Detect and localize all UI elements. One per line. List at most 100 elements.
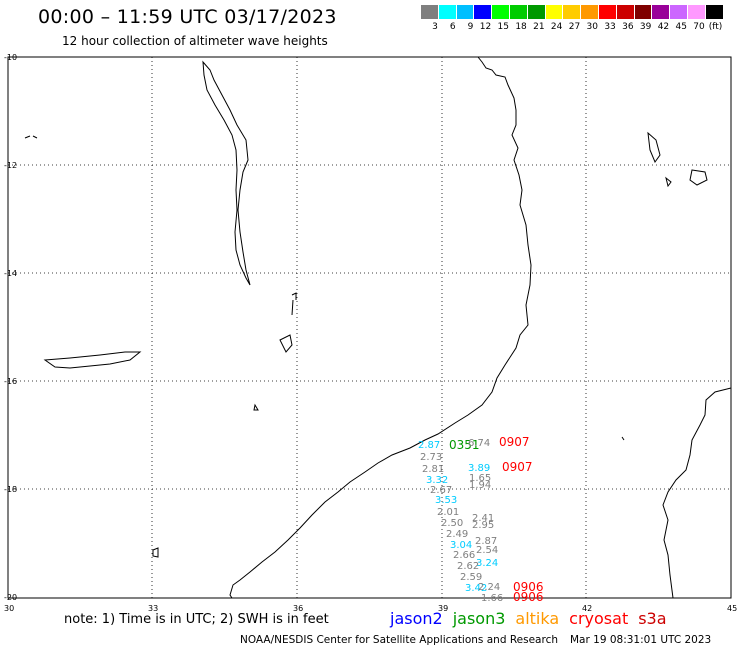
- inland-lake: [24, 135, 38, 139]
- satellite-name: jason2: [390, 609, 443, 628]
- wave-height-label: 2.67: [430, 485, 452, 496]
- latitude-labels: -10 -12 -14 -16 -18 -20: [4, 53, 17, 602]
- wave-height-label: 2.59: [460, 572, 482, 583]
- legend-swatch: [670, 5, 688, 19]
- legend-swatch: [634, 5, 653, 19]
- lake-malawi-outline: [202, 60, 251, 286]
- lat-label: -20: [4, 593, 17, 602]
- legend-label: 27: [568, 22, 581, 32]
- lon-label: 39: [438, 604, 448, 613]
- legend-swatch: [616, 5, 635, 19]
- wave-height-label: 2.66: [453, 550, 475, 561]
- legend-label: 45: [675, 22, 687, 32]
- legend-swatch: [438, 5, 457, 19]
- satellite-name: s3a: [638, 609, 667, 628]
- legend-label: 36: [622, 22, 634, 32]
- legend-swatch: [705, 5, 724, 19]
- wave-height-label: 1.66: [481, 593, 503, 604]
- legend-unit: (ft): [708, 22, 723, 32]
- legend-swatch: [598, 5, 617, 19]
- lon-label: 36: [293, 604, 303, 613]
- legend-label: 33: [604, 22, 616, 32]
- comoros-island: [665, 176, 672, 188]
- lat-label: -16: [4, 377, 17, 386]
- satellite-legend: jason2 jason3 altika cryosat s3a: [390, 609, 677, 628]
- wave-height-label: 3.89: [468, 463, 490, 474]
- wave-height-label: 2.62: [457, 561, 479, 572]
- legend-label: 9: [467, 22, 474, 32]
- lon-label: 45: [727, 604, 737, 613]
- wave-height-label: 2.24: [478, 582, 500, 593]
- map-frame: [7, 56, 732, 599]
- inland-lake: [621, 436, 625, 441]
- graticule: [8, 57, 731, 598]
- lon-label: 30: [4, 604, 14, 613]
- wave-height-label: 0906: [513, 580, 544, 594]
- legend-swatch: [527, 5, 546, 19]
- madagascar-coastline: [662, 387, 732, 599]
- legend-swatch: [421, 5, 439, 19]
- inland-river: [291, 292, 297, 316]
- wave-height-label: 2.01: [437, 507, 459, 518]
- legend-swatch: [474, 5, 493, 19]
- wave-height-label: 0907: [499, 435, 530, 449]
- lat-label: -10: [4, 53, 17, 62]
- lat-label: -14: [4, 269, 17, 278]
- longitude-labels: 30 33 36 39 42 45: [4, 604, 737, 613]
- wave-height-label: 3.53: [435, 495, 457, 506]
- wave-height-label: 2.81: [422, 464, 444, 475]
- wave-height-label: 2.50: [441, 518, 463, 529]
- legend-swatch: [563, 5, 582, 19]
- inland-lake: [279, 334, 293, 353]
- legend-swatch: [456, 5, 475, 19]
- wave-height-label: 1.94: [469, 480, 491, 491]
- inland-lake: [152, 547, 159, 558]
- credit-line: NOAA/NESDIS Center for Satellite Applica…: [240, 634, 711, 646]
- comoros-island: [689, 169, 708, 186]
- wave-height-label: 3.42: [465, 583, 487, 594]
- lat-label: -18: [4, 485, 17, 494]
- wave-height-label: 2.87: [475, 536, 497, 547]
- legend-label: 3: [432, 22, 438, 32]
- wave-height-label: 2.87: [418, 440, 440, 451]
- cahora-bassa-lake: [43, 351, 142, 369]
- legend-label: 24: [550, 22, 563, 32]
- wave-height-label: 2.73: [420, 452, 442, 463]
- legend-swatch: [687, 5, 706, 19]
- legend-swatch: [509, 5, 528, 19]
- legend-label: 30: [586, 22, 598, 32]
- legend-label: 42: [657, 22, 670, 32]
- legend-swatch: [492, 5, 510, 19]
- generation-timestamp: Mar 19 08:31:01 UTC 2023: [570, 634, 712, 646]
- wave-height-label: 2.49: [446, 529, 468, 540]
- legend-label: 39: [639, 22, 652, 32]
- units-note: note: 1) Time is in UTC; 2) SWH is in fe…: [64, 612, 329, 627]
- legend-label: 18: [515, 22, 527, 32]
- wave-height-label: 2.41: [472, 513, 494, 524]
- credit-text: NOAA/NESDIS Center for Satellite Applica…: [240, 634, 558, 646]
- wave-height-label: 6.74: [468, 438, 490, 449]
- legend-label: 12: [479, 22, 492, 32]
- wave-height-label: 2.95: [472, 520, 494, 531]
- wave-height-label: 2.54: [476, 545, 498, 556]
- mozambique-coastline: [229, 56, 532, 599]
- satellite-name: altika: [515, 609, 560, 628]
- legend-swatch: [652, 5, 671, 19]
- wave-height-label: 0906: [513, 590, 544, 604]
- legend-label: 21: [533, 22, 545, 32]
- satellite-name: cryosat: [569, 609, 629, 628]
- map-subtitle: 12 hour collection of altimeter wave hei…: [62, 34, 328, 48]
- wave-height-label: 3.32: [426, 475, 448, 486]
- legend-swatch: [545, 5, 564, 19]
- legend-swatch: [581, 5, 599, 19]
- inland-lake: [253, 403, 259, 411]
- wave-height-label: 0351: [449, 438, 480, 452]
- lat-label: -12: [4, 161, 17, 170]
- wave-height-label: 1.65: [469, 473, 491, 484]
- wave-height-label: 3.24: [476, 558, 498, 569]
- legend-label: 15: [497, 22, 509, 32]
- legend-label: 70: [693, 22, 705, 32]
- satellite-name: jason3: [452, 609, 506, 628]
